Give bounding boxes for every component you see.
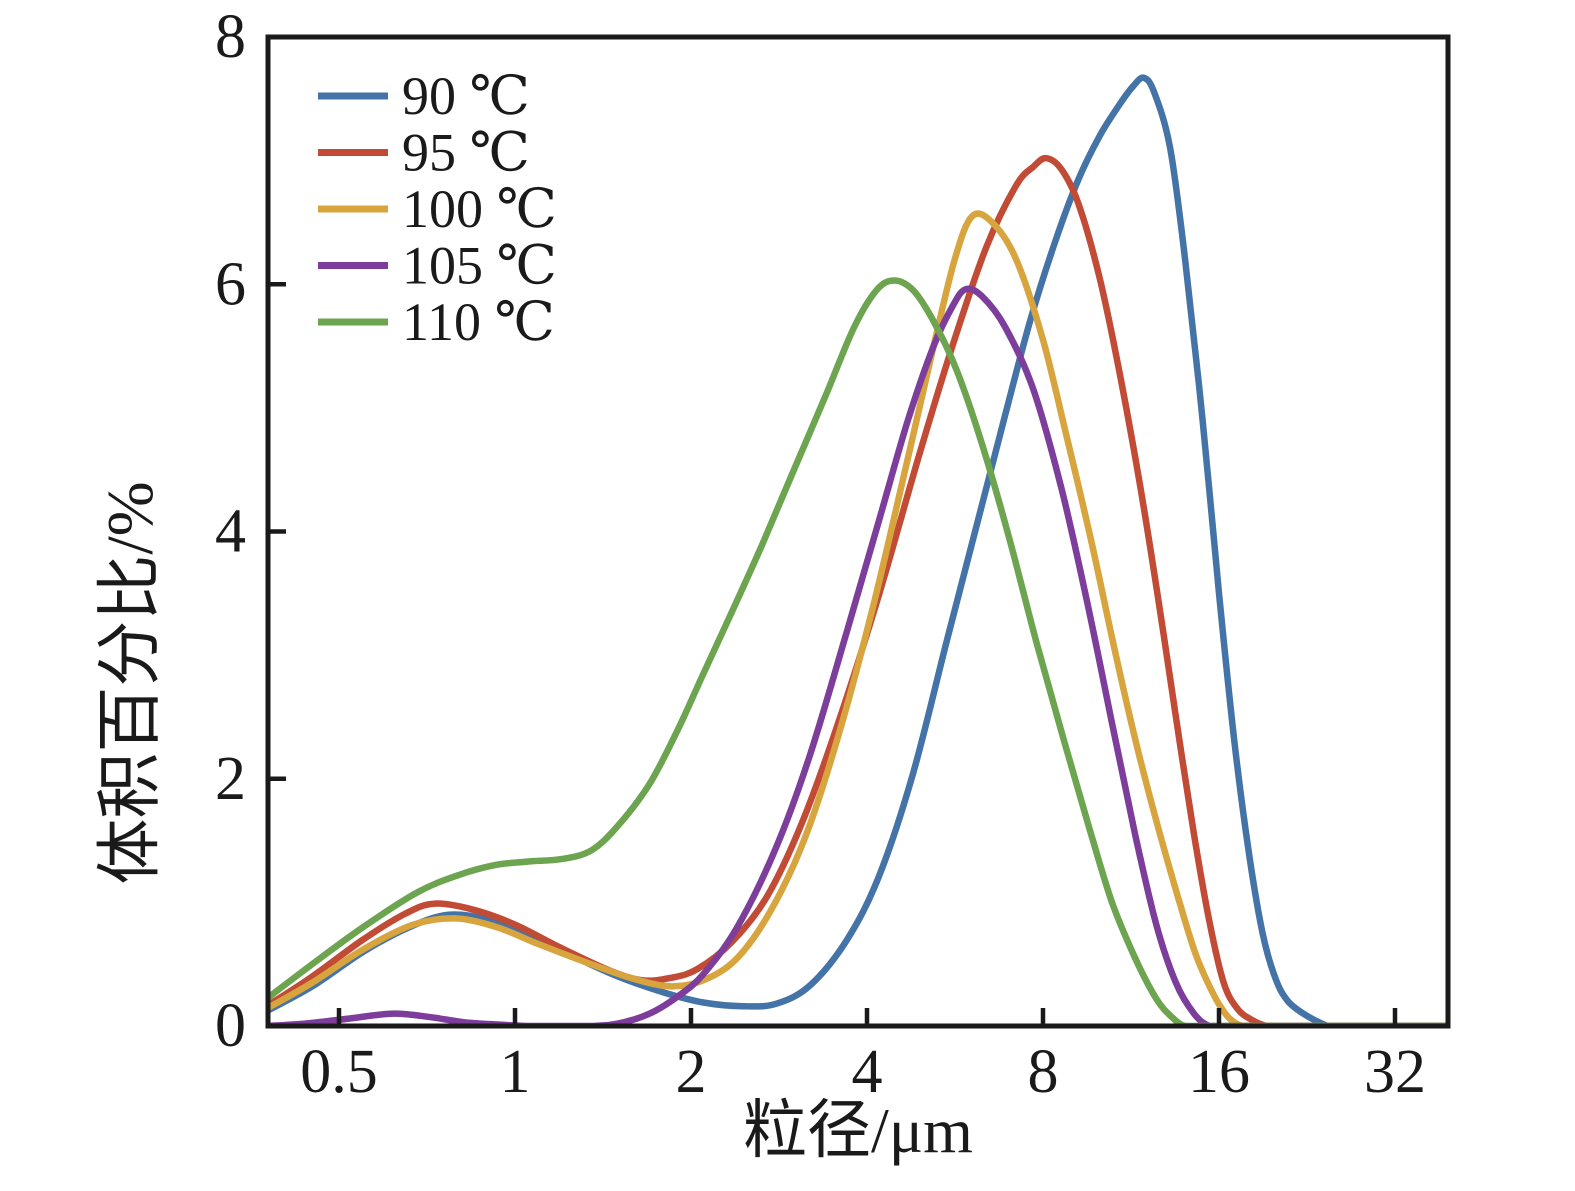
x-tick-label-8: 8 (1028, 1038, 1059, 1106)
y-tick-label-2: 2 (215, 745, 246, 813)
legend-label-0: 90 ℃ (402, 66, 530, 126)
x-tick-label-16: 16 (1188, 1038, 1250, 1106)
y-tick-label-0: 0 (215, 992, 246, 1060)
x-tick-label-32: 32 (1364, 1038, 1426, 1106)
x-tick-label-1: 1 (500, 1038, 531, 1106)
y-axis-ticks: 0 2 4 6 8 (215, 3, 286, 1060)
curve-series-2 (268, 210, 1448, 1026)
curve-series-1 (268, 154, 1448, 1026)
y-tick-label-6: 6 (215, 250, 246, 318)
x-tick-label-0.5: 0.5 (300, 1038, 378, 1106)
legend-label-4: 110 ℃ (402, 292, 555, 352)
y-tick-label-4: 4 (215, 498, 246, 566)
x-axis-label: 粒径/μm (743, 1095, 973, 1166)
curve-series-4 (268, 277, 1448, 1026)
y-axis-label: 体积百分比/% (94, 481, 167, 884)
x-tick-label-4: 4 (852, 1038, 883, 1106)
x-axis-ticks: 0.5 1 2 4 8 16 32 (300, 1008, 1426, 1106)
y-tick-label-8: 8 (215, 3, 246, 71)
legend-label-1: 95 ℃ (402, 123, 530, 183)
legend-label-3: 105 ℃ (402, 236, 557, 296)
legend-label-2: 100 ℃ (402, 179, 557, 239)
x-tick-label-2: 2 (676, 1038, 707, 1106)
